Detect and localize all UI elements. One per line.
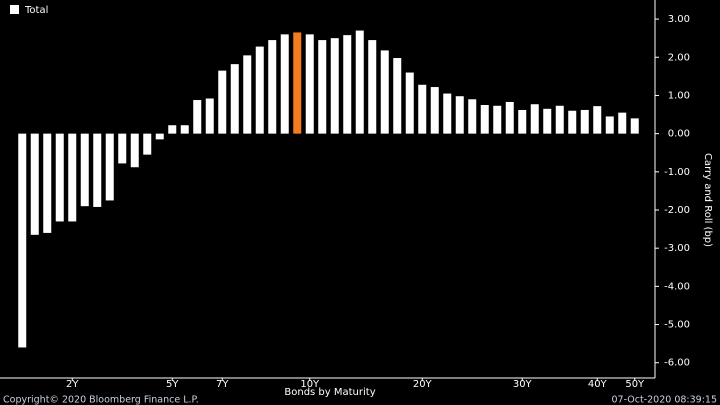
- bar: [618, 112, 627, 134]
- bar: [93, 133, 102, 207]
- bar: [605, 116, 614, 134]
- y-axis-title: Carry and Roll (bp): [702, 153, 713, 247]
- bar: [193, 100, 202, 134]
- bar: [155, 133, 164, 140]
- bar: [30, 133, 39, 235]
- bar: [568, 110, 577, 134]
- bar: [480, 105, 489, 134]
- bar: [580, 109, 589, 134]
- bar: [43, 133, 52, 233]
- bar: [518, 109, 527, 134]
- bar: [505, 101, 514, 134]
- x-tick-label: 10Y: [300, 379, 320, 390]
- x-tick-label: 7Y: [216, 379, 229, 390]
- bar: [18, 133, 27, 348]
- bar: [205, 98, 214, 134]
- bar: [55, 133, 64, 222]
- bar: [593, 106, 602, 134]
- bar: [430, 87, 439, 134]
- bar: [343, 35, 352, 134]
- legend-label: Total: [24, 5, 48, 16]
- bar: [555, 105, 564, 134]
- bar: [468, 99, 477, 134]
- bar: [368, 40, 377, 134]
- bar: [68, 133, 77, 222]
- y-tick-label: -3.00: [664, 243, 690, 254]
- bar: [380, 50, 389, 134]
- bar: [130, 133, 139, 168]
- bar: [268, 40, 277, 134]
- bar: [543, 108, 552, 134]
- y-tick-label: -4.00: [664, 281, 690, 292]
- bar: [118, 133, 127, 164]
- bar: [180, 125, 189, 134]
- bar: [80, 133, 89, 207]
- timestamp: 07-Oct-2020 08:39:15: [612, 395, 718, 405]
- bar: [230, 64, 239, 134]
- y-tick-label: 1.00: [668, 90, 690, 101]
- bar: [355, 30, 364, 134]
- y-tick-label: -2.00: [664, 205, 690, 216]
- x-tick-label: 2Y: [66, 379, 79, 390]
- y-tick-label: 2.00: [668, 52, 690, 63]
- legend-swatch: [10, 5, 19, 14]
- bar: [530, 104, 539, 134]
- x-tick-label: 40Y: [588, 379, 608, 390]
- y-tick-label: -1.00: [664, 167, 690, 178]
- bar: [318, 40, 327, 134]
- x-tick-label: 50Y: [625, 379, 645, 390]
- copyright: Copyright© 2020 Bloomberg Finance L.P.: [3, 395, 199, 405]
- bar: [105, 133, 114, 201]
- bar: [393, 58, 402, 134]
- bar: [255, 46, 264, 134]
- bar: [280, 34, 289, 134]
- bar: [305, 34, 314, 134]
- bar: [293, 32, 302, 134]
- y-tick-label: 3.00: [668, 14, 690, 25]
- bar: [405, 72, 414, 134]
- y-tick-label: -6.00: [664, 358, 690, 369]
- bar: [418, 84, 427, 134]
- y-tick-label: -5.00: [664, 320, 690, 331]
- y-tick-label: 0.00: [668, 129, 690, 140]
- bar: [168, 125, 177, 134]
- bar: [493, 105, 502, 134]
- bar: [143, 133, 152, 155]
- x-tick-label: 20Y: [413, 379, 433, 390]
- bar: [455, 96, 464, 134]
- bar: [218, 70, 227, 134]
- bar: [330, 38, 339, 134]
- x-tick-label: 5Y: [166, 379, 179, 390]
- x-tick-label: 30Y: [513, 379, 533, 390]
- bar: [443, 93, 452, 134]
- x-axis-title: Bonds by Maturity: [284, 387, 375, 398]
- bar: [630, 118, 639, 134]
- bar: [243, 55, 252, 134]
